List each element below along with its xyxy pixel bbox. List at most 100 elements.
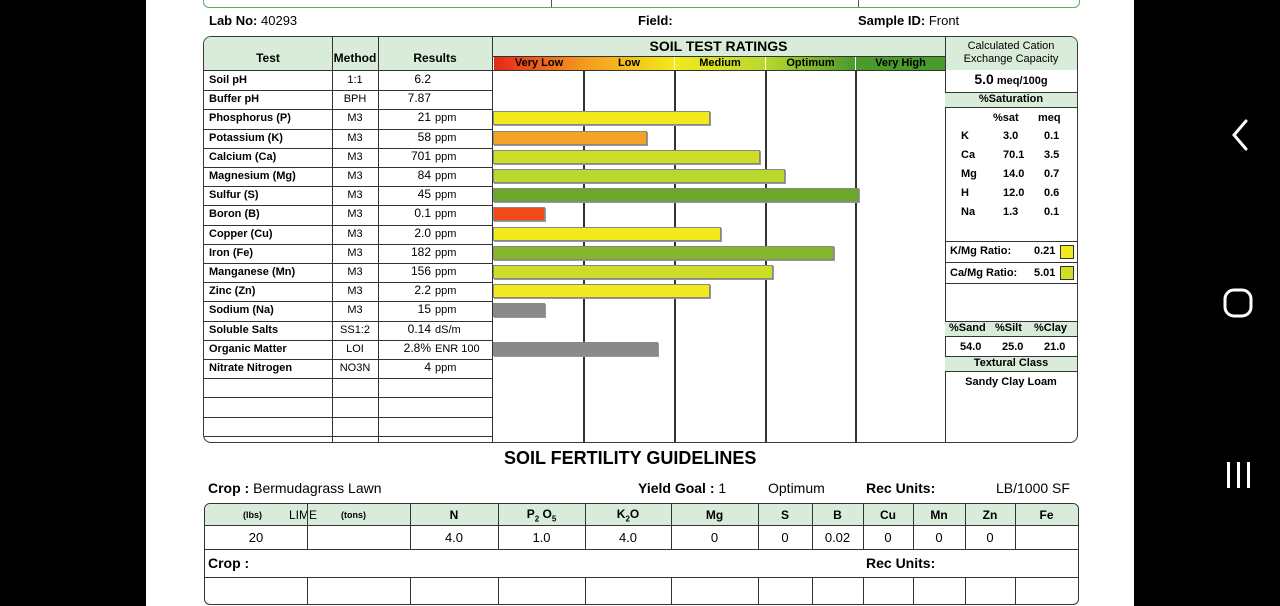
column-divider [812, 577, 813, 604]
test-value: 15 [417, 302, 431, 317]
test-unit: ppm [435, 285, 457, 298]
clay-value: 21.0 [1044, 341, 1066, 353]
test-name: Soluble Salts [209, 323, 279, 336]
p-sub: 2 [534, 514, 540, 524]
sat-col-header: %sat [993, 112, 1019, 124]
test-method: LOI [346, 342, 364, 355]
column-divider [758, 504, 759, 550]
row-divider [204, 167, 492, 168]
test-unit: ppm [435, 208, 457, 221]
k-mg-ratio-value: 0.21 [1034, 245, 1056, 257]
row-divider [204, 378, 492, 380]
field: Field: [638, 13, 673, 28]
test-name: Buffer pH [209, 93, 260, 106]
n-value: 4.0 [444, 530, 464, 545]
cec-header-band [945, 37, 1077, 70]
report-page: Lab No: 40293 Field: Sample ID: Front Te… [146, 0, 1134, 606]
rating-level-label: Very Low [514, 57, 564, 69]
p2o5-value: 1.0 [532, 530, 551, 545]
rating-level-very-low: Very Low [494, 57, 584, 70]
row-divider [204, 147, 492, 149]
home-nav-icon[interactable] [1222, 287, 1254, 319]
rating-bar [493, 188, 859, 203]
yield-goal-label: Yield Goal : [638, 480, 715, 496]
rating-level-label: Optimum [786, 57, 835, 69]
rating-level-label: Medium [699, 57, 741, 69]
column-divider [307, 577, 308, 604]
row-divider [204, 435, 492, 437]
sample-id-label: Sample ID: [858, 13, 926, 28]
back-nav-icon[interactable] [1228, 118, 1252, 152]
test-unit: ppm [435, 189, 457, 202]
col-k2o: K2O [585, 507, 671, 523]
test-value: 0.14 [407, 321, 431, 336]
test-unit: ppm [435, 246, 457, 259]
column-divider [863, 504, 864, 550]
rating-bar [493, 111, 710, 126]
col-cu: Cu [880, 508, 896, 522]
row-divider [204, 416, 492, 418]
test-method: M3 [347, 208, 363, 221]
ratings-header-band [492, 37, 945, 56]
recents-nav-icon[interactable] [1224, 460, 1254, 490]
test-value: 58 [417, 129, 431, 144]
column-divider [410, 504, 411, 550]
divider [205, 525, 1078, 526]
rec-units-value: LB/1000 SF [996, 480, 1070, 496]
rating-bar [493, 169, 785, 183]
column-divider [1015, 577, 1016, 604]
yield-goal-value: 1 [718, 480, 727, 496]
cation-ion: Ca [961, 149, 976, 161]
field-label: Field: [638, 13, 673, 28]
header-divider [204, 70, 945, 71]
k-letter: K [616, 507, 626, 521]
test-name: Boron (B) [209, 208, 260, 221]
table-header-band [204, 37, 492, 70]
cation-ion: Mg [961, 168, 977, 180]
meq-col-header: meq [1038, 112, 1061, 124]
o-sub: 5 [551, 514, 557, 524]
col-zn: Zn [982, 508, 998, 522]
test-value: 0.1 [414, 206, 431, 221]
cation-meq: 0.6 [1044, 187, 1060, 199]
b-value: 0.02 [824, 530, 851, 545]
results-column-header: Results [413, 51, 457, 65]
cation-sat: 12.0 [1003, 187, 1025, 199]
divider [858, 0, 859, 7]
row-divider [204, 109, 492, 111]
rating-level-low: Low [584, 57, 674, 70]
k-mg-rating-swatch [1060, 245, 1074, 259]
cec-title: Calculated Cation Exchange Capacity [963, 40, 1059, 65]
test-method: M3 [347, 266, 363, 278]
rating-bar [493, 149, 760, 164]
column-divider [863, 577, 864, 604]
test-value: 182 [410, 244, 431, 259]
test-unit: ppm [435, 170, 457, 182]
cation-sat: 70.1 [1003, 149, 1025, 161]
cation-ion: H [961, 187, 969, 199]
test-unit: ppm [435, 362, 457, 374]
column-divider [492, 37, 493, 442]
test-unit: ppm [435, 266, 457, 278]
test-name: Nitrate Nitrogen [209, 362, 293, 374]
cation-meq: 0.7 [1044, 168, 1060, 180]
test-method: M3 [347, 246, 363, 259]
rating-bar [493, 226, 721, 241]
column-divider [378, 37, 379, 442]
cu-value: 0 [884, 530, 892, 545]
row-divider [204, 90, 492, 92]
test-value: 2.8% [403, 340, 431, 355]
yield-goal-text: Optimum [768, 480, 825, 496]
test-method: M3 [347, 227, 363, 240]
crop2-label: Crop : [208, 555, 250, 571]
test-method: M3 [347, 189, 363, 202]
col-p2o5: P2 O5 [498, 507, 585, 523]
cec-value: 5.0 meq/100g [945, 71, 1077, 87]
cation-ion: K [961, 130, 969, 142]
column-divider [307, 504, 308, 550]
col-mg: Mg [705, 508, 724, 522]
row-divider [204, 282, 492, 284]
row-divider [204, 339, 492, 341]
ca-mg-rating-swatch [1060, 266, 1074, 280]
cation-sat: 14.0 [1003, 168, 1025, 180]
